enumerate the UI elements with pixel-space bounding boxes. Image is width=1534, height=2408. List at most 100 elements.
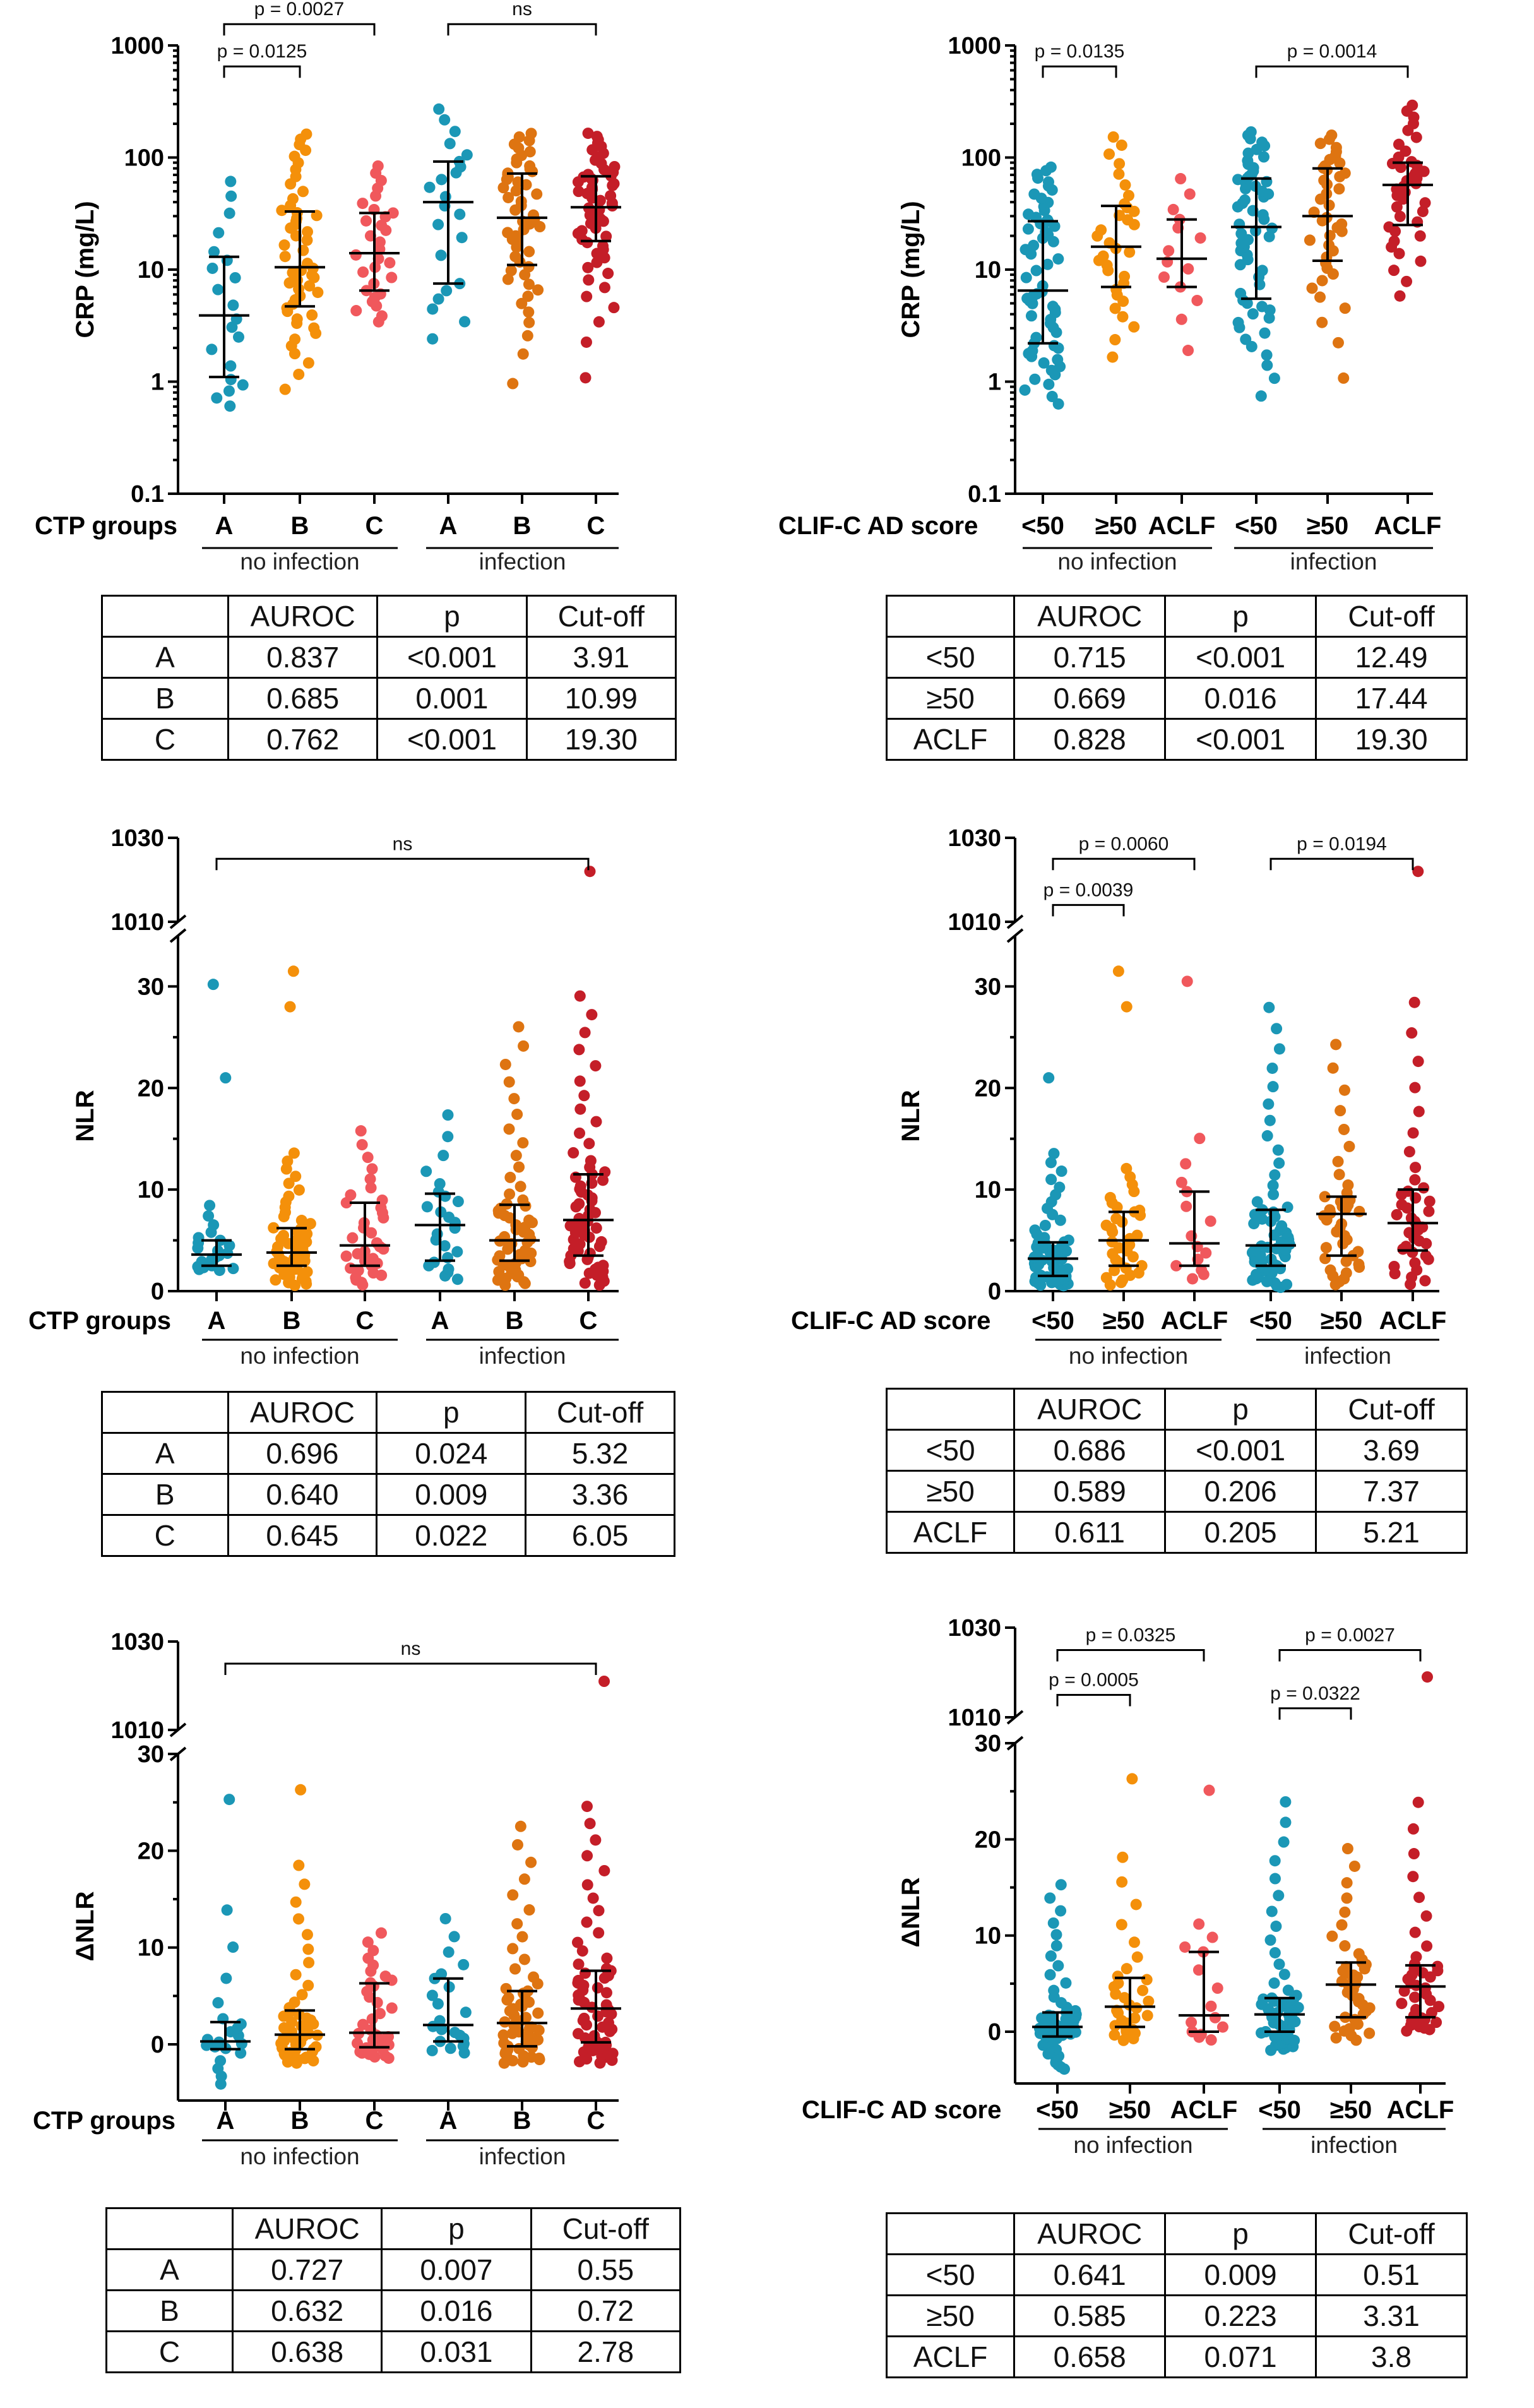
table-cell: Cut-off bbox=[1315, 2212, 1468, 2255]
table-row: A 0.727 0.007 0.55 bbox=[105, 2248, 682, 2291]
data-point bbox=[458, 1958, 470, 1970]
table-cell: Cut-off bbox=[525, 595, 677, 638]
y-tick-label: 10 bbox=[138, 1935, 164, 1962]
data-point bbox=[593, 316, 605, 328]
data-point bbox=[268, 1222, 280, 1234]
x-category-label: ≥50 bbox=[1330, 2096, 1372, 2124]
data-point bbox=[1319, 1191, 1331, 1203]
chart-p2: 0.1 1 10 100 1000 <50 ≥50 ACLF <50 ≥50 ACLF CLIF-C … bbox=[778, 33, 1441, 575]
significance-bracket bbox=[1056, 1694, 1131, 1707]
data-point bbox=[1268, 1206, 1280, 1218]
data-point bbox=[518, 1953, 530, 1965]
data-point bbox=[452, 1196, 464, 1208]
x-category-label: A bbox=[439, 512, 458, 540]
data-point bbox=[1121, 1001, 1133, 1013]
y-tick-label: 1030 bbox=[948, 1615, 1001, 1642]
data-point bbox=[1100, 1272, 1112, 1284]
table-row: ≥50 0.669 0.016 17.44 bbox=[885, 677, 1468, 720]
significance-bracket bbox=[1269, 857, 1414, 871]
data-point bbox=[1269, 1873, 1281, 1885]
x-category-label: A bbox=[208, 1307, 226, 1335]
data-point bbox=[1055, 1905, 1067, 1917]
data-point bbox=[288, 1147, 300, 1159]
data-point bbox=[1327, 1062, 1339, 1074]
data-point bbox=[516, 1931, 528, 1943]
data-point bbox=[374, 2008, 386, 2020]
data-point bbox=[312, 287, 324, 299]
data-point bbox=[448, 1931, 460, 1943]
table-cell: 0.022 bbox=[376, 1514, 527, 1557]
y-tick-label: 1010 bbox=[110, 1717, 164, 1744]
data-point bbox=[574, 1127, 586, 1139]
data-point bbox=[1421, 1940, 1433, 1952]
table-cell: C bbox=[101, 718, 229, 761]
data-point bbox=[579, 1277, 591, 1289]
data-point bbox=[379, 1970, 391, 1982]
data-point bbox=[1112, 965, 1124, 977]
data-point bbox=[1276, 1220, 1288, 1232]
data-point bbox=[1410, 1162, 1422, 1174]
data-point bbox=[284, 1001, 296, 1013]
group-label: no infection bbox=[1057, 549, 1177, 575]
data-point bbox=[1192, 1964, 1204, 1976]
data-point bbox=[287, 193, 299, 205]
data-point bbox=[1203, 1784, 1215, 1796]
x-category-label: <50 bbox=[1258, 2096, 1301, 2124]
data-point bbox=[1052, 1960, 1064, 1972]
data-point bbox=[1403, 1146, 1415, 1158]
data-point bbox=[1028, 239, 1040, 251]
data-point bbox=[1364, 2027, 1376, 2039]
data-point bbox=[301, 1929, 313, 1941]
data-point bbox=[1141, 2010, 1153, 2022]
data-point bbox=[386, 2002, 398, 2014]
data-point bbox=[220, 1072, 232, 1084]
auroc-table-dnlr-clif: AUROC p Cut-off <50 0.641 0.009 0.51 ≥50 0.585 0.… bbox=[885, 2212, 1468, 2378]
data-point bbox=[588, 2030, 600, 2042]
data-point bbox=[1191, 294, 1203, 306]
y-axis-label: ΔNLR bbox=[897, 1877, 925, 1947]
table-cell: 0.645 bbox=[227, 1514, 378, 1557]
data-point bbox=[426, 1989, 438, 2001]
data-point bbox=[372, 253, 384, 265]
data-point bbox=[207, 979, 219, 991]
data-point bbox=[1248, 1218, 1260, 1230]
significance-bracket bbox=[1056, 1649, 1205, 1662]
group-label: no infection bbox=[240, 2143, 359, 2169]
data-point bbox=[510, 185, 522, 197]
data-point bbox=[513, 1021, 525, 1033]
data-point bbox=[1281, 1279, 1293, 1290]
table-row: ACLF 0.658 0.071 3.8 bbox=[885, 2335, 1468, 2378]
significance-label: p = 0.0027 bbox=[1305, 1625, 1395, 1646]
data-point bbox=[206, 262, 218, 274]
data-point bbox=[459, 316, 471, 328]
y-tick-label: 30 bbox=[138, 974, 164, 1000]
data-point bbox=[362, 1936, 374, 1948]
data-point bbox=[1097, 250, 1109, 262]
table-cell: 6.05 bbox=[525, 1514, 675, 1557]
data-point bbox=[1343, 1140, 1355, 1152]
data-point bbox=[1209, 2012, 1221, 2024]
table-header-row: AUROC p Cut-off bbox=[105, 2207, 682, 2250]
y-axis-label: NLR bbox=[897, 1090, 925, 1141]
data-point bbox=[456, 232, 468, 244]
data-point bbox=[436, 174, 448, 186]
data-point bbox=[1261, 1275, 1273, 1287]
data-point bbox=[592, 1982, 603, 1994]
data-point bbox=[597, 240, 609, 252]
data-point bbox=[350, 249, 362, 261]
data-point bbox=[1409, 1082, 1421, 1094]
table-cell: 0.001 bbox=[376, 677, 528, 720]
data-point bbox=[580, 336, 592, 348]
data-point bbox=[509, 251, 521, 263]
data-point bbox=[386, 271, 398, 283]
table-cell: B bbox=[101, 677, 229, 720]
data-point bbox=[584, 1818, 596, 1830]
data-point bbox=[1278, 1836, 1290, 1848]
data-point bbox=[304, 280, 316, 292]
table-row: B 0.632 0.016 0.72 bbox=[105, 2289, 682, 2332]
data-point bbox=[223, 385, 235, 397]
data-point bbox=[203, 1210, 215, 1222]
data-point bbox=[1048, 1984, 1060, 1996]
data-point bbox=[1420, 1910, 1432, 1922]
table-cell: 3.31 bbox=[1315, 2294, 1468, 2337]
